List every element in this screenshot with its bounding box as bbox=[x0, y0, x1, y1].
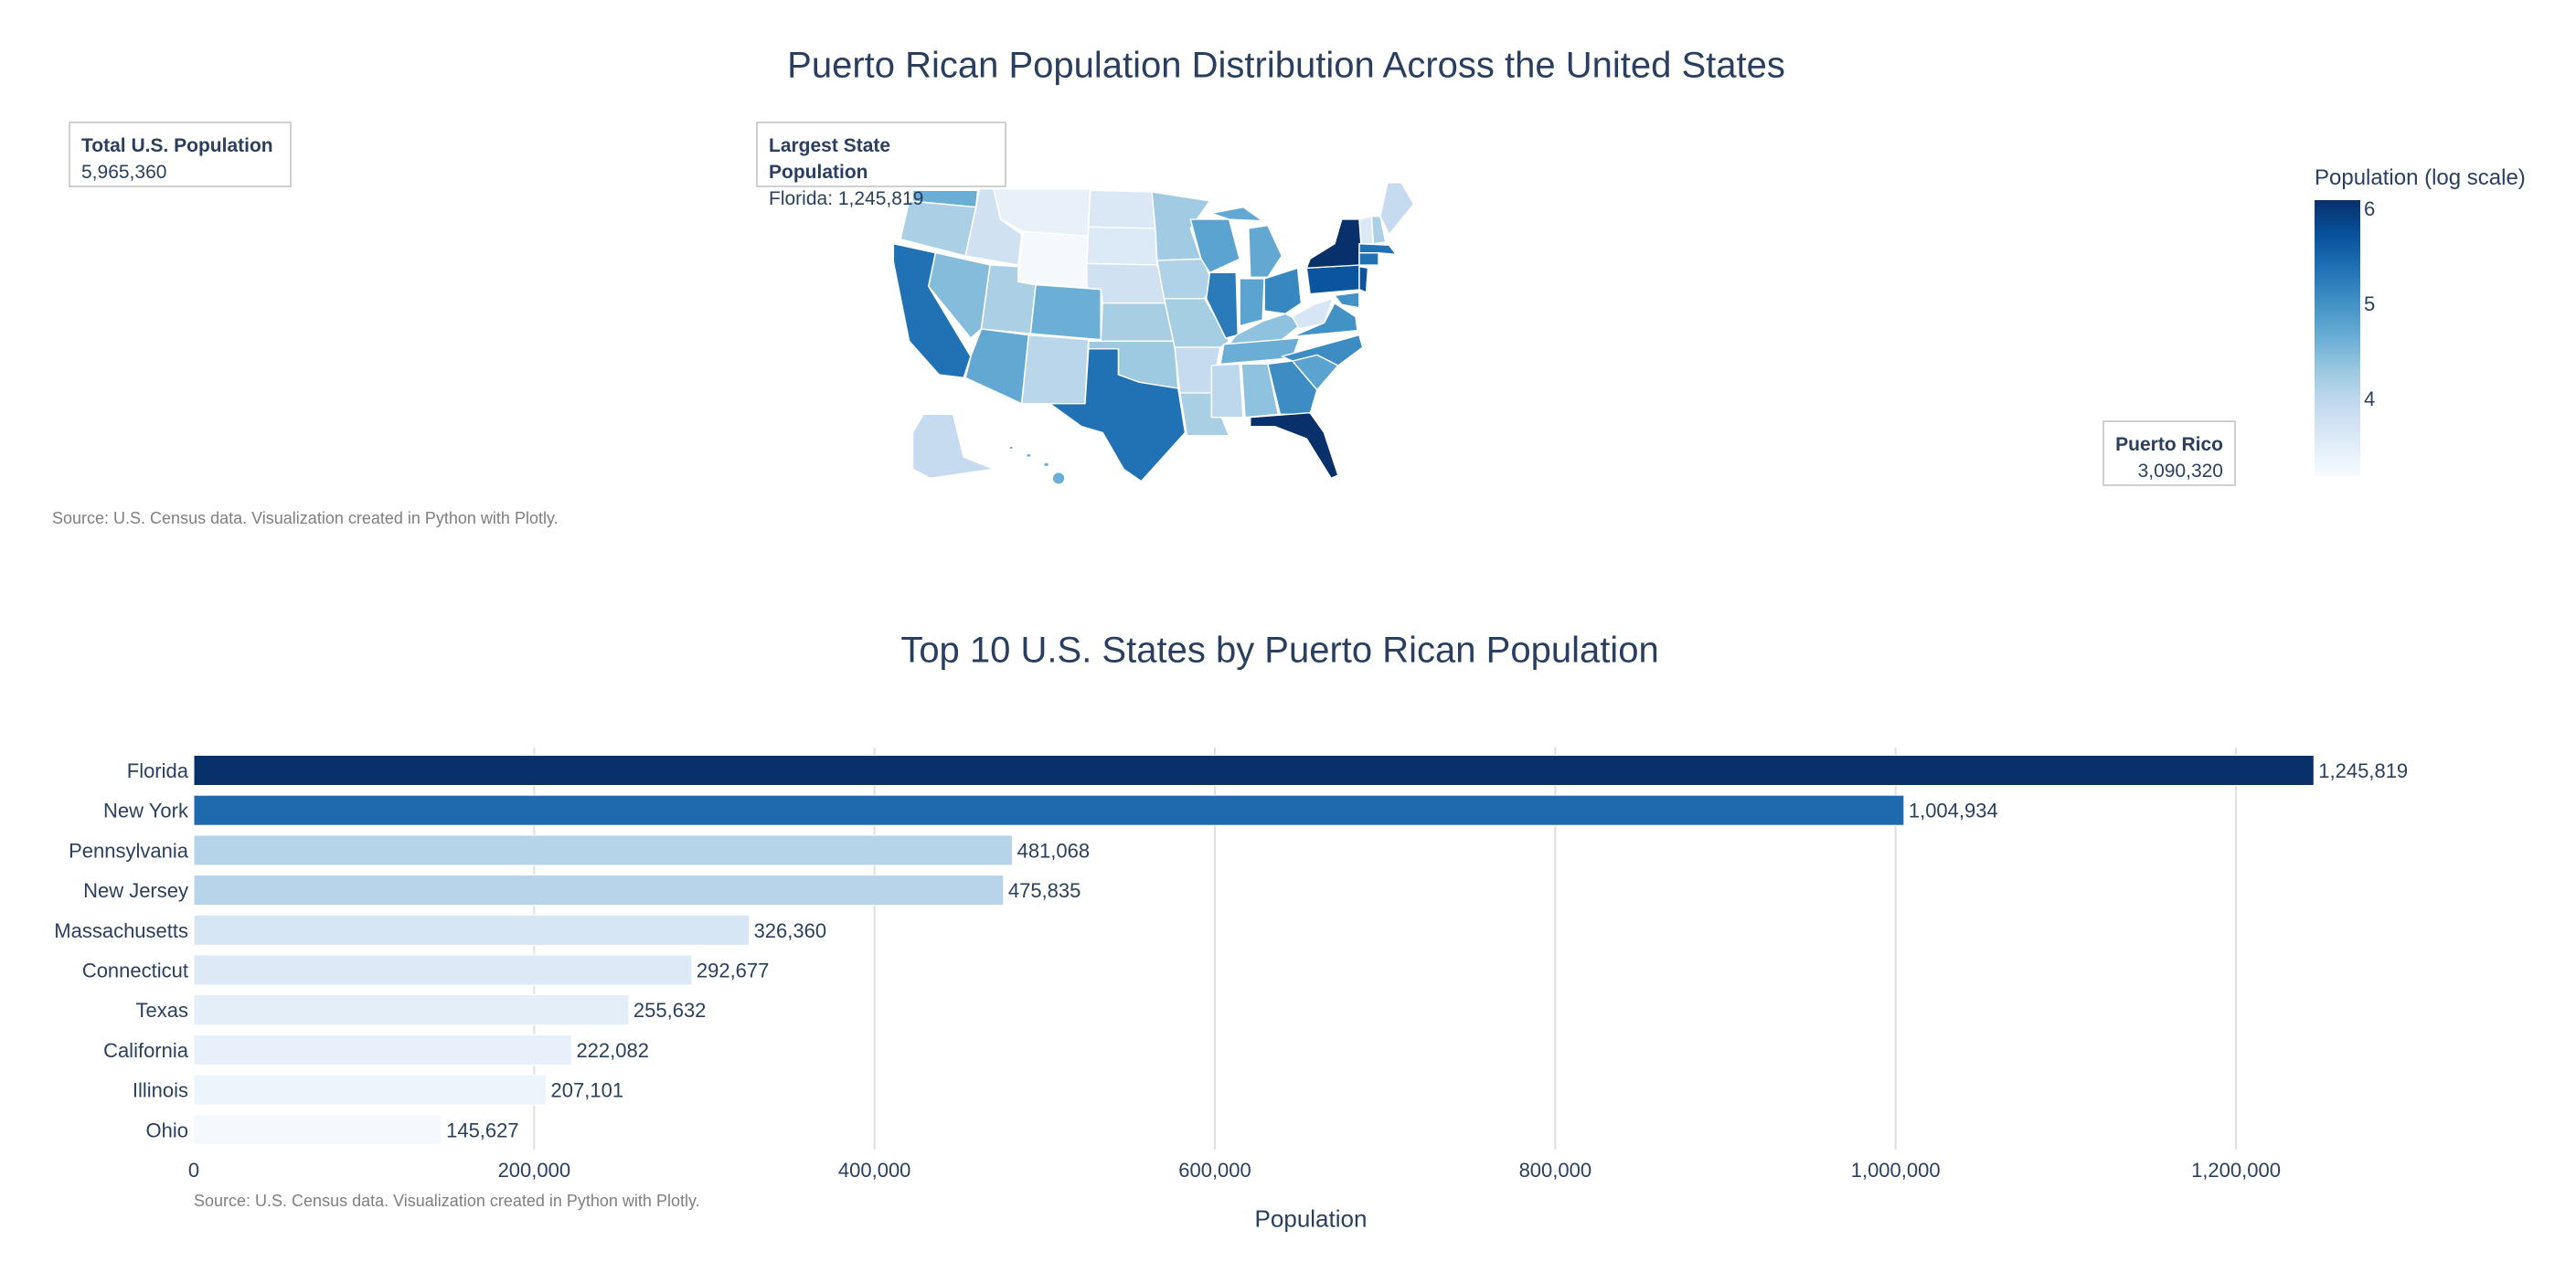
largest-state-label: Largest State Population bbox=[769, 135, 891, 183]
state-NH[interactable] bbox=[1370, 216, 1387, 245]
bar-texas[interactable] bbox=[193, 994, 630, 1026]
total-population-annotation: Total U.S. Population 5,965,360 bbox=[69, 122, 292, 187]
state-TX[interactable] bbox=[1048, 347, 1187, 483]
state-NV[interactable] bbox=[928, 251, 991, 339]
x-tick-label: 200,000 bbox=[498, 1159, 571, 1182]
state-HI-island[interactable] bbox=[1008, 445, 1015, 451]
bar-chart-title: Top 10 U.S. States by Puerto Rican Popul… bbox=[900, 630, 1659, 671]
state-MS[interactable] bbox=[1210, 363, 1244, 419]
largest-state-value: Florida: 1,245,819 bbox=[769, 188, 924, 209]
bar-value-label: 475,835 bbox=[1008, 879, 1081, 902]
total-population-label: Total U.S. Population bbox=[81, 135, 273, 156]
state-SD[interactable] bbox=[1086, 226, 1158, 266]
bar-chart: 0 200,000 400,000 600,000 800,000 1,000,000 1,… bbox=[54, 748, 2408, 1182]
bar-florida[interactable] bbox=[193, 755, 2315, 786]
colorbar bbox=[2315, 200, 2360, 476]
map-source-note: Source: U.S. Census data. Visualization … bbox=[52, 509, 559, 527]
state-GA[interactable] bbox=[1267, 360, 1318, 415]
colorbar-title: Population (log scale) bbox=[2315, 165, 2526, 190]
y-category-label: California bbox=[103, 1039, 189, 1062]
bar-pennsylvania[interactable] bbox=[193, 834, 1014, 866]
state-PA[interactable] bbox=[1305, 264, 1364, 295]
state-WY[interactable] bbox=[1017, 230, 1090, 289]
state-WV[interactable] bbox=[1292, 297, 1334, 330]
state-NJ[interactable] bbox=[1358, 265, 1369, 293]
colorbar-tick-label: 4 bbox=[2364, 387, 2376, 410]
state-AZ[interactable] bbox=[964, 328, 1030, 405]
state-CO[interactable] bbox=[1029, 283, 1102, 341]
bar-value-label: 326,360 bbox=[754, 919, 827, 942]
map-title: Puerto Rican Population Distribution Acr… bbox=[787, 45, 1785, 86]
bar-massachusetts[interactable] bbox=[193, 914, 750, 946]
puerto-rico-value: 3,090,320 bbox=[2137, 461, 2223, 482]
y-category-label: Texas bbox=[136, 999, 188, 1022]
total-population-value: 5,965,360 bbox=[81, 162, 167, 183]
state-CT[interactable] bbox=[1358, 251, 1379, 266]
colorbar-tick-label: 5 bbox=[2364, 292, 2376, 316]
bar-value-label: 255,632 bbox=[633, 999, 707, 1022]
x-tick-label: 600,000 bbox=[1178, 1159, 1251, 1182]
bar-california[interactable] bbox=[193, 1034, 572, 1066]
y-category-label: Massachusetts bbox=[54, 919, 188, 942]
us-choropleth-map[interactable] bbox=[878, 164, 1426, 493]
state-HI-island[interactable] bbox=[1042, 461, 1050, 468]
state-AL[interactable] bbox=[1240, 363, 1280, 419]
bar-source-note: Source: U.S. Census data. Visualization … bbox=[194, 1192, 700, 1210]
state-VA[interactable] bbox=[1292, 302, 1358, 337]
state-NC[interactable] bbox=[1281, 334, 1364, 366]
puerto-rico-annotation: Puerto Rico 3,090,320 bbox=[2102, 420, 2236, 486]
bar-new-york[interactable] bbox=[193, 794, 1905, 826]
bar-value-label: 481,068 bbox=[1017, 839, 1091, 862]
bar-value-label: 222,082 bbox=[576, 1039, 649, 1062]
state-HI-island[interactable] bbox=[1025, 452, 1032, 458]
bar-value-label: 207,101 bbox=[551, 1079, 624, 1102]
state-HI[interactable] bbox=[1051, 471, 1066, 485]
x-tick-label: 1,200,000 bbox=[2191, 1159, 2281, 1182]
x-tick-label: 1,000,000 bbox=[1851, 1159, 1941, 1182]
x-tick-label: 800,000 bbox=[1519, 1159, 1592, 1182]
state-MI[interactable] bbox=[1248, 225, 1283, 278]
colorbar-tick-label: 6 bbox=[2364, 197, 2376, 221]
puerto-rico-label: Puerto Rico bbox=[2115, 434, 2223, 455]
y-category-label: Ohio bbox=[146, 1119, 188, 1141]
x-axis-title: Population bbox=[1254, 1204, 1368, 1233]
state-KS[interactable] bbox=[1100, 302, 1176, 342]
bar-ohio[interactable] bbox=[193, 1114, 442, 1146]
state-FL[interactable] bbox=[1249, 411, 1339, 479]
state-MI-upper[interactable] bbox=[1210, 207, 1263, 222]
state-AK[interactable] bbox=[911, 413, 995, 479]
bar-value-label: 1,245,819 bbox=[2318, 759, 2408, 782]
bar-value-label: 1,004,934 bbox=[1909, 800, 1998, 822]
x-tick-label: 400,000 bbox=[838, 1159, 911, 1182]
bar-connecticut[interactable] bbox=[193, 954, 693, 986]
y-category-label: Illinois bbox=[133, 1079, 188, 1102]
y-category-label: Pennsylvania bbox=[69, 839, 189, 862]
state-ME[interactable] bbox=[1379, 182, 1415, 236]
state-NM[interactable] bbox=[1020, 334, 1090, 405]
bar-value-label: 145,627 bbox=[446, 1119, 519, 1141]
y-category-label: Connecticut bbox=[82, 960, 188, 982]
state-IL[interactable] bbox=[1205, 271, 1239, 339]
state-OH[interactable] bbox=[1263, 267, 1303, 314]
state-MD[interactable] bbox=[1334, 292, 1360, 309]
state-IN[interactable] bbox=[1239, 278, 1265, 327]
y-category-label: New Jersey bbox=[83, 879, 188, 902]
largest-state-annotation: Largest State Population Florida: 1,245,… bbox=[756, 122, 1006, 209]
state-WI[interactable] bbox=[1189, 218, 1240, 273]
y-category-label: New York bbox=[103, 800, 189, 822]
bar-illinois[interactable] bbox=[193, 1074, 548, 1106]
bar-value-label: 292,677 bbox=[697, 960, 770, 982]
state-MA[interactable] bbox=[1358, 242, 1398, 255]
bar-new-jersey[interactable] bbox=[193, 875, 1005, 907]
y-category-label: Florida bbox=[127, 759, 189, 782]
x-tick-label: 0 bbox=[188, 1159, 199, 1182]
state-ND[interactable] bbox=[1088, 189, 1156, 229]
state-LA[interactable] bbox=[1179, 392, 1230, 437]
